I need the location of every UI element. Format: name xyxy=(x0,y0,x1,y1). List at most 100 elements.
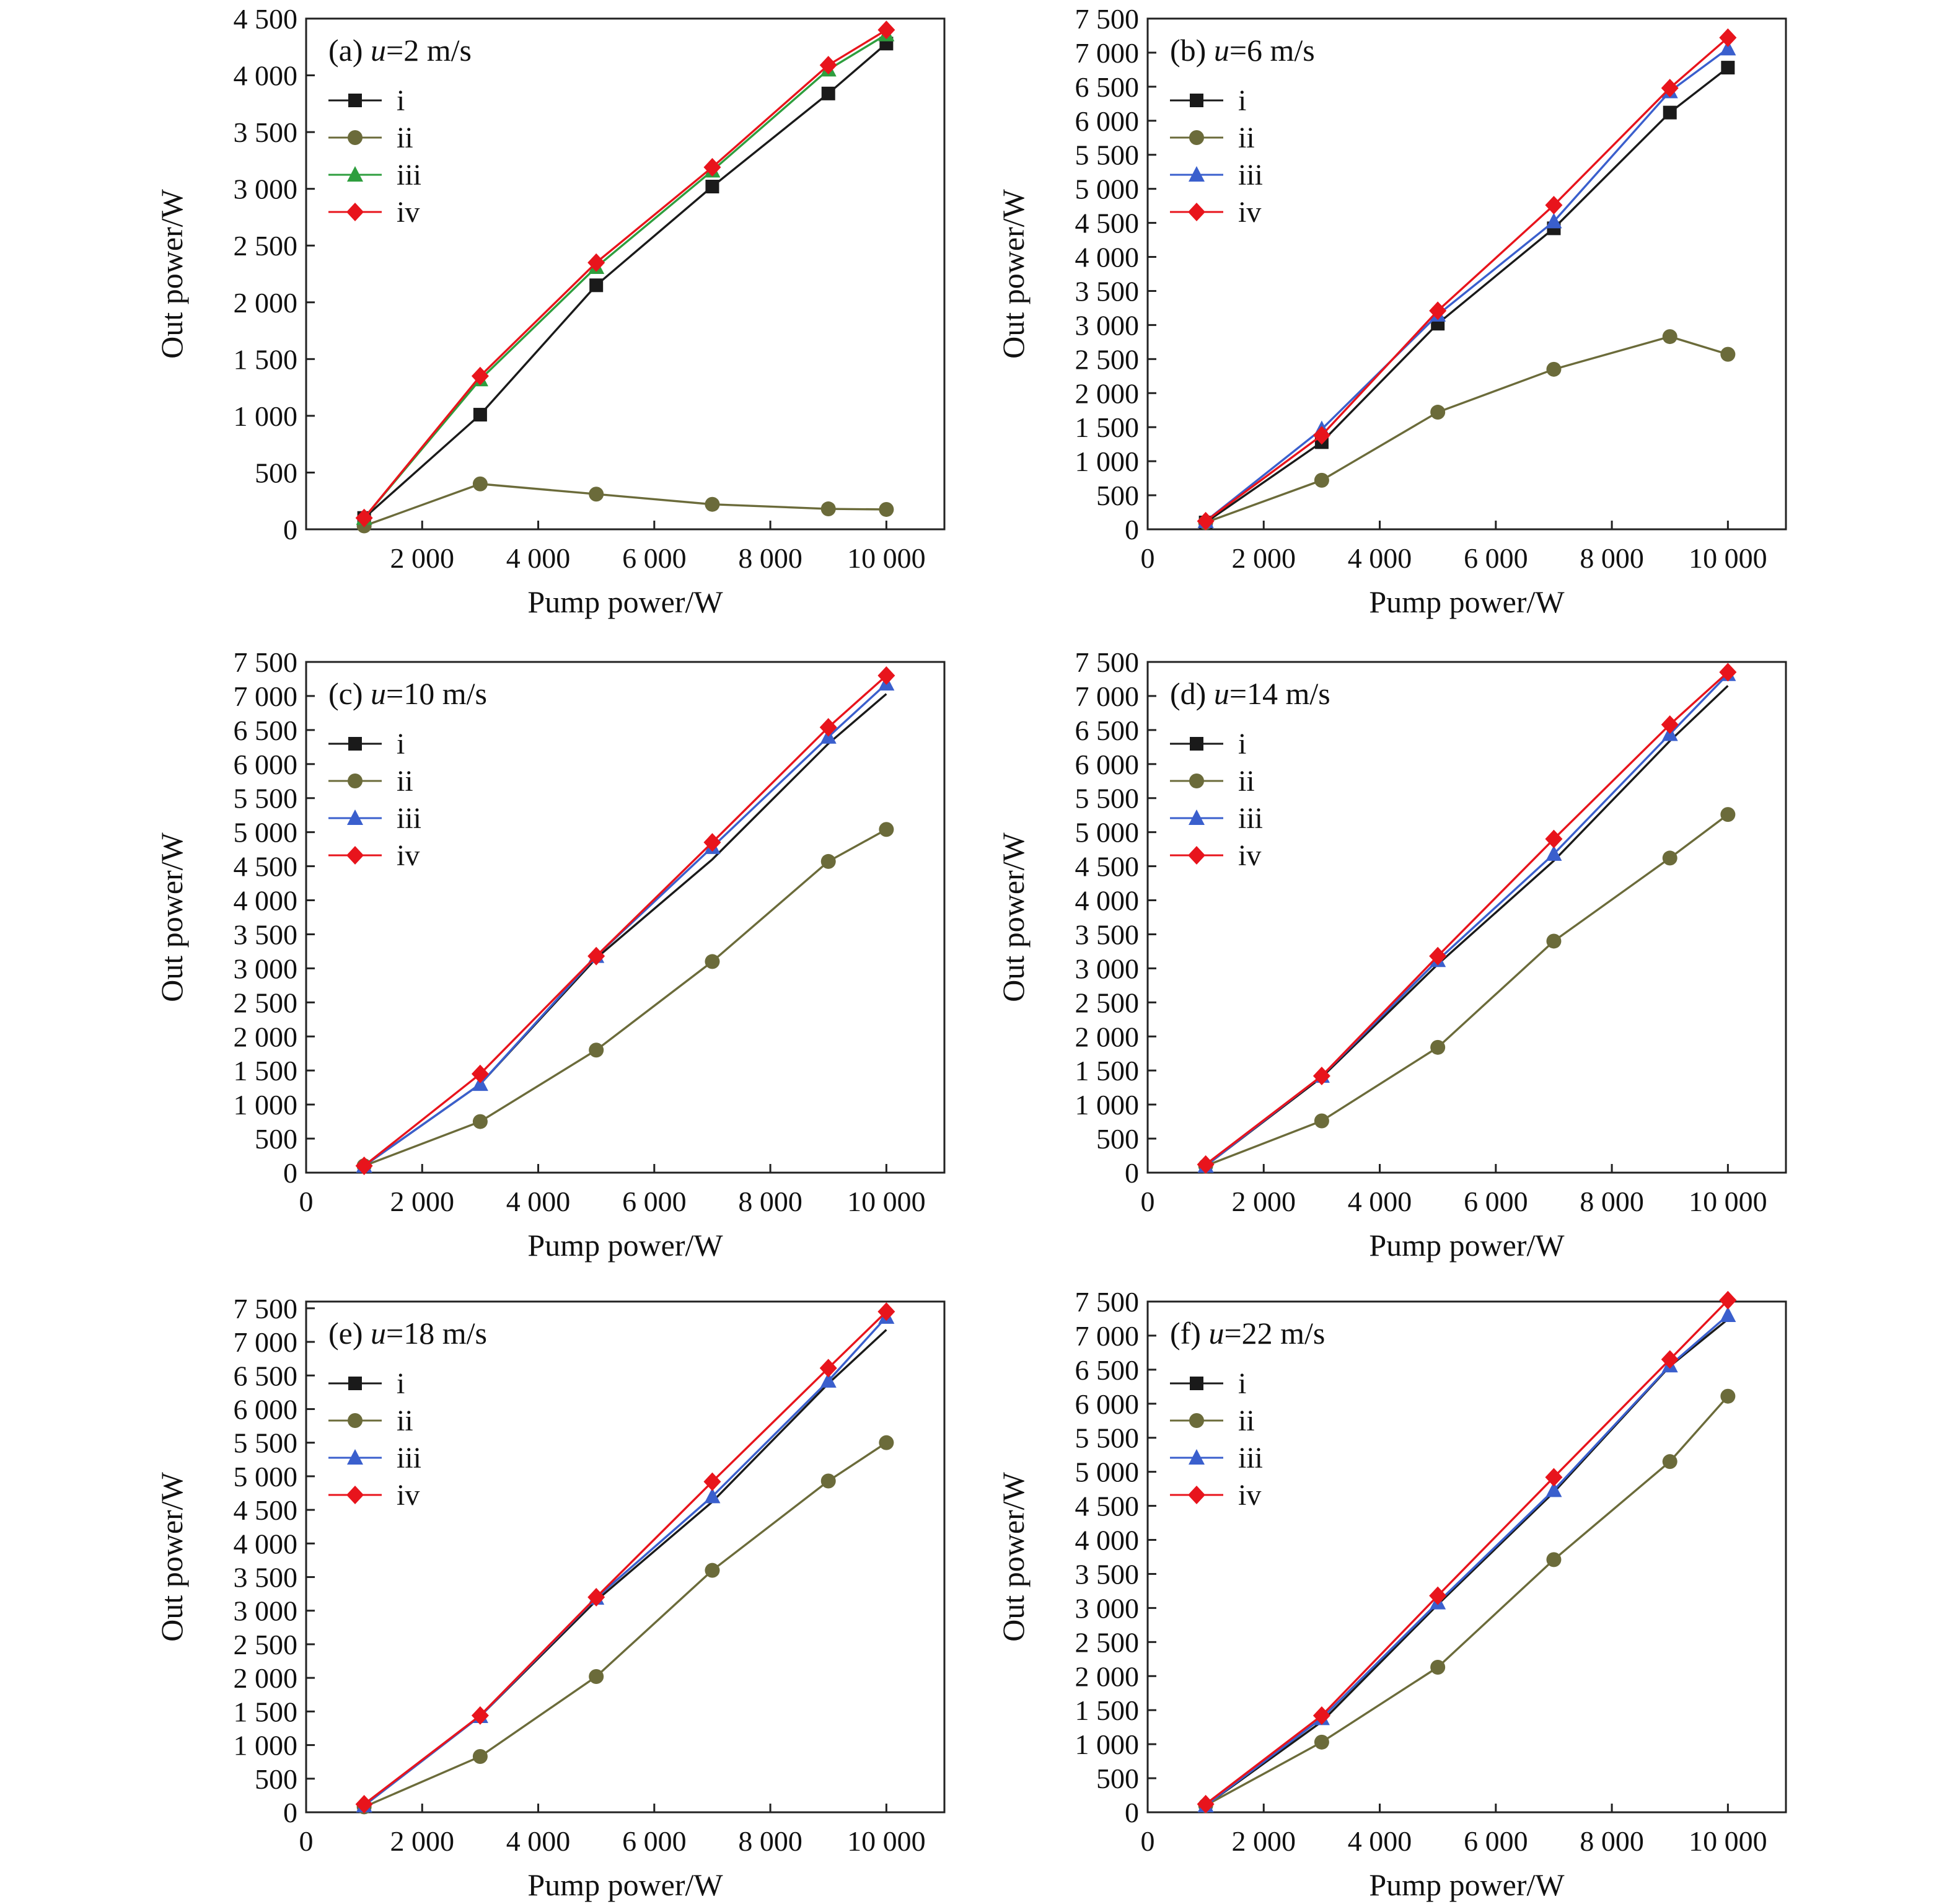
y-tick-label-c: 1 000 xyxy=(234,1089,298,1121)
y-tick-label-e: 3 500 xyxy=(234,1562,298,1593)
y-tick-label-f: 1 000 xyxy=(1075,1729,1140,1760)
y-tick-label-f: 1 500 xyxy=(1075,1695,1140,1726)
legend-label-iii: iii xyxy=(1238,159,1263,192)
data-point-iv xyxy=(1312,426,1330,445)
legend-label-ii: ii xyxy=(397,121,413,154)
legend-label-iii: iii xyxy=(397,1442,421,1474)
x-tick-label-b: 2 000 xyxy=(1232,542,1296,574)
y-tick-label-a: 2 500 xyxy=(234,230,298,262)
y-axis-title-f: Out power/W xyxy=(996,1471,1031,1641)
legend-label-iv: iv xyxy=(397,839,420,872)
y-tick-label-f: 0 xyxy=(1125,1797,1139,1828)
y-tick-label-a: 3 000 xyxy=(234,174,298,205)
panel-title-variable: u xyxy=(1214,676,1229,711)
y-tick-label-c: 7 500 xyxy=(234,646,298,678)
x-tick-label-b: 8 000 xyxy=(1580,542,1644,574)
series-line-i xyxy=(363,42,887,519)
legend-marker-ii xyxy=(1189,774,1204,788)
legend-marker-i xyxy=(1190,737,1203,751)
legend-label-ii: ii xyxy=(397,1404,413,1437)
data-point-ii xyxy=(1314,472,1329,488)
series-i-a xyxy=(357,37,894,525)
series-iv-e xyxy=(355,1302,895,1814)
panel-title-prefix: (b) xyxy=(1170,33,1214,68)
y-tick-label-c: 6 000 xyxy=(234,749,298,780)
panel-title-b: (b) u=6 m/s xyxy=(1170,33,1315,68)
data-point-iii xyxy=(1720,40,1736,56)
x-tick-label-e: 6 000 xyxy=(622,1825,687,1857)
data-point-ii xyxy=(705,496,720,512)
data-point-ii xyxy=(1546,933,1562,949)
y-tick-label-f: 2 000 xyxy=(1075,1660,1140,1692)
data-point-iv xyxy=(819,56,837,75)
y-tick-label-d: 1 000 xyxy=(1075,1089,1140,1121)
y-tick-label-c: 7 000 xyxy=(234,681,298,712)
panel-title-suffix: =22 m/s xyxy=(1224,1316,1325,1351)
data-point-iv xyxy=(1719,28,1737,47)
legend-label-iv: iv xyxy=(397,196,420,229)
legend-marker-ii xyxy=(1189,130,1204,145)
y-axis-title-c: Out power/W xyxy=(154,832,189,1002)
x-axis-title-c: Pump power/W xyxy=(527,1228,723,1263)
y-tick-label-c: 5 000 xyxy=(234,817,298,848)
series-line-iv xyxy=(363,29,887,519)
data-point-ii xyxy=(1430,1659,1446,1675)
data-point-iv xyxy=(1312,1066,1330,1085)
legend-marker-i xyxy=(348,737,362,751)
x-tick-label-e: 2 000 xyxy=(390,1825,455,1857)
data-point-ii xyxy=(1314,1113,1329,1129)
x-tick-label-f: 4 000 xyxy=(1348,1825,1412,1857)
y-tick-label-d: 7 000 xyxy=(1075,681,1140,712)
y-tick-label-c: 3 500 xyxy=(234,919,298,950)
data-point-i xyxy=(821,86,835,100)
panel-title-variable: u xyxy=(1208,1316,1224,1351)
panel-title-prefix: (e) xyxy=(328,1316,371,1351)
y-tick-label-e: 7 000 xyxy=(234,1326,298,1358)
data-point-iv xyxy=(819,718,837,737)
data-point-iv xyxy=(1429,1586,1447,1605)
data-point-ii xyxy=(705,1562,720,1578)
panel-title-variable: u xyxy=(371,1316,386,1351)
data-point-ii xyxy=(820,853,836,869)
y-tick-label-c: 2 500 xyxy=(234,987,298,1018)
legend-label-ii: ii xyxy=(1238,1404,1255,1437)
series-ii-e xyxy=(356,1435,894,1815)
y-tick-label-e: 4 000 xyxy=(234,1528,298,1559)
legend-label-iii: iii xyxy=(1238,802,1263,835)
data-point-iii xyxy=(820,1372,837,1388)
series-line-iii xyxy=(363,1316,887,1807)
y-tick-label-c: 6 500 xyxy=(234,715,298,746)
legend-label-iii: iii xyxy=(1238,1442,1263,1474)
y-tick-label-f: 7 000 xyxy=(1075,1320,1140,1352)
x-tick-label-f: 0 xyxy=(1141,1825,1155,1857)
x-axis-title-b: Pump power/W xyxy=(1369,584,1565,619)
data-point-ii xyxy=(1314,1734,1329,1750)
legend-marker-i xyxy=(348,94,362,107)
data-point-iv xyxy=(1719,663,1737,682)
y-tick-label-a: 1 000 xyxy=(234,400,298,432)
x-tick-label-b: 10 000 xyxy=(1689,542,1767,574)
x-tick-label-d: 6 000 xyxy=(1464,1186,1528,1217)
legend-label-ii: ii xyxy=(1238,765,1255,798)
data-point-iv xyxy=(1661,715,1679,734)
series-ii-d xyxy=(1198,807,1736,1174)
panel-title-prefix: (d) xyxy=(1170,676,1214,711)
legend-marker-ii xyxy=(1189,1413,1204,1428)
y-tick-label-b: 2 000 xyxy=(1075,377,1140,409)
x-tick-label-f: 10 000 xyxy=(1689,1825,1767,1857)
series-iii-c xyxy=(356,675,895,1173)
x-axis-title-d: Pump power/W xyxy=(1369,1228,1565,1263)
series-line-ii xyxy=(1205,813,1729,1167)
data-point-ii xyxy=(589,1668,604,1684)
x-tick-label-a: 2 000 xyxy=(390,542,455,574)
x-tick-label-c: 6 000 xyxy=(622,1186,687,1217)
x-tick-label-e: 8 000 xyxy=(738,1825,802,1857)
legend-marker-iv xyxy=(1188,203,1205,221)
legend-label-iv: iv xyxy=(397,1479,420,1512)
y-tick-label-e: 4 500 xyxy=(234,1494,298,1526)
x-tick-label-e: 0 xyxy=(299,1825,314,1857)
x-tick-label-a: 10 000 xyxy=(847,542,926,574)
